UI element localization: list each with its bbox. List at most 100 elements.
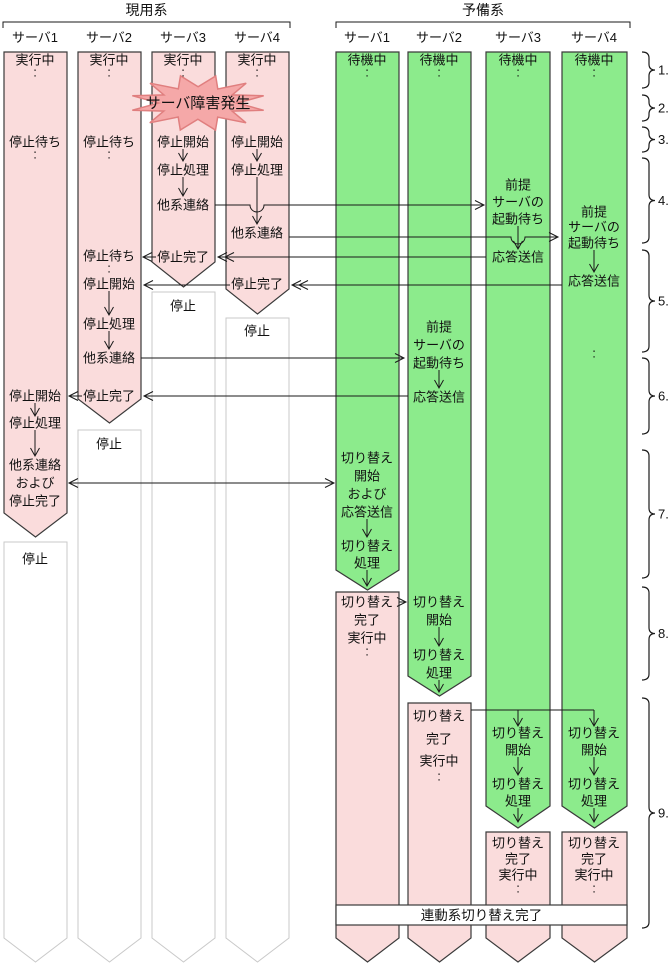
arrowhead-down-icon — [178, 187, 188, 198]
lane-header-active-server2: サーバ2 — [85, 30, 133, 45]
arrowhead-icon — [216, 252, 228, 262]
lane-state-label: 応答送信 — [413, 390, 465, 405]
arrowhead-icon — [290, 280, 302, 290]
lane-state-label: 他系連絡 — [157, 198, 209, 213]
lane-state-label: 停止処理 — [157, 163, 209, 178]
step-brace — [641, 126, 656, 153]
step-number-label: 6. — [658, 389, 669, 404]
lane-state-label: 応答送信 — [341, 505, 393, 520]
arrowhead-icon — [67, 478, 79, 488]
lane-state-label: 処理 — [581, 794, 607, 809]
lane-state-label: : — [33, 65, 37, 80]
step-brace — [641, 94, 656, 122]
arrowhead-icon — [141, 252, 153, 262]
lane-state-label: 実行中 — [89, 53, 128, 68]
lane-state-label: および — [347, 487, 386, 502]
lane-state-label: 待機中 — [419, 53, 458, 68]
lane-segment-pink — [407, 702, 472, 963]
arrowhead-icon — [223, 252, 235, 262]
lane-state-label: 切り替え — [341, 595, 393, 610]
lane-state-label: 停止開始 — [9, 389, 61, 404]
lane-segment-green — [485, 51, 551, 829]
arrowhead-down-icon — [30, 407, 40, 418]
arrowhead-down-icon — [513, 813, 523, 824]
lane-state-label: 切り替え — [568, 726, 620, 741]
arrowhead-down-icon — [30, 447, 40, 458]
lane-state-label: 停止 — [170, 299, 196, 314]
step-brace — [641, 449, 656, 579]
arrowhead-icon — [324, 478, 336, 488]
arrowhead-icon — [142, 280, 154, 290]
lane-state-label: 実行中 — [347, 631, 386, 646]
arrowhead-down-icon — [104, 340, 114, 351]
arrowhead-icon — [67, 391, 79, 401]
lane-header-standby-server3: サーバ3 — [494, 30, 542, 45]
arrowhead-down-icon — [589, 766, 599, 777]
lane-state-label: 停止完了 — [157, 250, 209, 265]
lane-state-label: : — [592, 65, 596, 80]
failure-starburst-label: サーバ障害発生 — [146, 94, 251, 112]
lane-state-label: 完了 — [581, 852, 607, 867]
lane-state-label: 処理 — [505, 794, 531, 809]
lane-state-label: : — [107, 147, 111, 162]
lane-state-label: 停止開始 — [231, 135, 283, 150]
lane-segment-white — [225, 317, 290, 963]
lane-state-label: : — [107, 261, 111, 276]
arrowhead-down-icon — [252, 215, 262, 226]
step-brace — [641, 697, 656, 929]
lane-state-label: : — [437, 65, 441, 80]
lane-state-label: 完了 — [505, 852, 531, 867]
lane-state-label: 実行中 — [574, 868, 613, 883]
arrowhead-icon — [396, 597, 408, 607]
lane-state-label: 切り替え — [492, 777, 544, 792]
lane-state-label: サーバの — [568, 220, 620, 235]
lane-segment-pink — [335, 591, 400, 963]
sync-complete-band — [335, 904, 628, 926]
lane-state-label: 開始 — [426, 613, 452, 628]
lane-segment-white — [77, 429, 142, 963]
arrowhead-down-icon — [513, 240, 523, 251]
lane-state-label: 停止待ち — [83, 135, 135, 150]
step-brace — [641, 249, 656, 353]
lane-state-label: 待機中 — [574, 53, 613, 68]
lane-state-label: : — [255, 65, 259, 80]
lane-state-label: 切り替え — [413, 648, 465, 663]
lane-state-label: : — [592, 881, 596, 896]
arrowhead-down-icon — [434, 683, 444, 694]
lane-state-label: : — [181, 65, 185, 80]
lane-state-label: 前提 — [581, 205, 607, 220]
lane-state-label: サーバの — [492, 195, 544, 210]
step-brace — [641, 157, 656, 244]
lane-state-label: 待機中 — [347, 53, 386, 68]
lane-header-active-server4: サーバ4 — [233, 30, 281, 45]
lane-state-label: 停止完了 — [231, 277, 283, 292]
lane-state-label: 停止開始 — [157, 135, 209, 150]
lane-state-label: 切り替え — [341, 451, 393, 466]
lane-state-label: 処理 — [426, 666, 452, 681]
lane-state-label: 切り替え — [341, 539, 393, 554]
lane-state-label: 応答送信 — [492, 250, 544, 265]
lane-state-label: 切り替え — [492, 726, 544, 741]
group-title-standby: 予備系 — [462, 2, 504, 18]
arrowhead-down-icon — [434, 379, 444, 390]
step-brace — [641, 586, 656, 681]
step-number-label: 8. — [658, 626, 669, 641]
group-title-active: 現用系 — [125, 2, 168, 18]
lane-state-label: 他系連絡 — [83, 351, 135, 366]
lane-state-label: 停止 — [96, 437, 122, 452]
lane-state-label: 他系連絡 — [9, 458, 61, 473]
lane-state-label: サーバの — [413, 338, 465, 353]
lane-state-label: : — [365, 644, 369, 659]
lane-state-label: 前提 — [505, 178, 531, 193]
arrowhead-icon — [142, 391, 154, 401]
group-bracket — [2, 21, 291, 28]
lane-segment-white — [151, 291, 216, 963]
lane-state-label: 実行中 — [15, 53, 54, 68]
arrowhead-down-icon — [589, 717, 599, 728]
lane-state-label: : — [365, 65, 369, 80]
sync-switch-complete-label: 連動系切り替え完了 — [420, 908, 543, 923]
lane-header-active-server1: サーバ1 — [11, 30, 59, 45]
lane-state-label: 停止処理 — [9, 416, 61, 431]
failure-starburst-icon — [132, 74, 264, 132]
